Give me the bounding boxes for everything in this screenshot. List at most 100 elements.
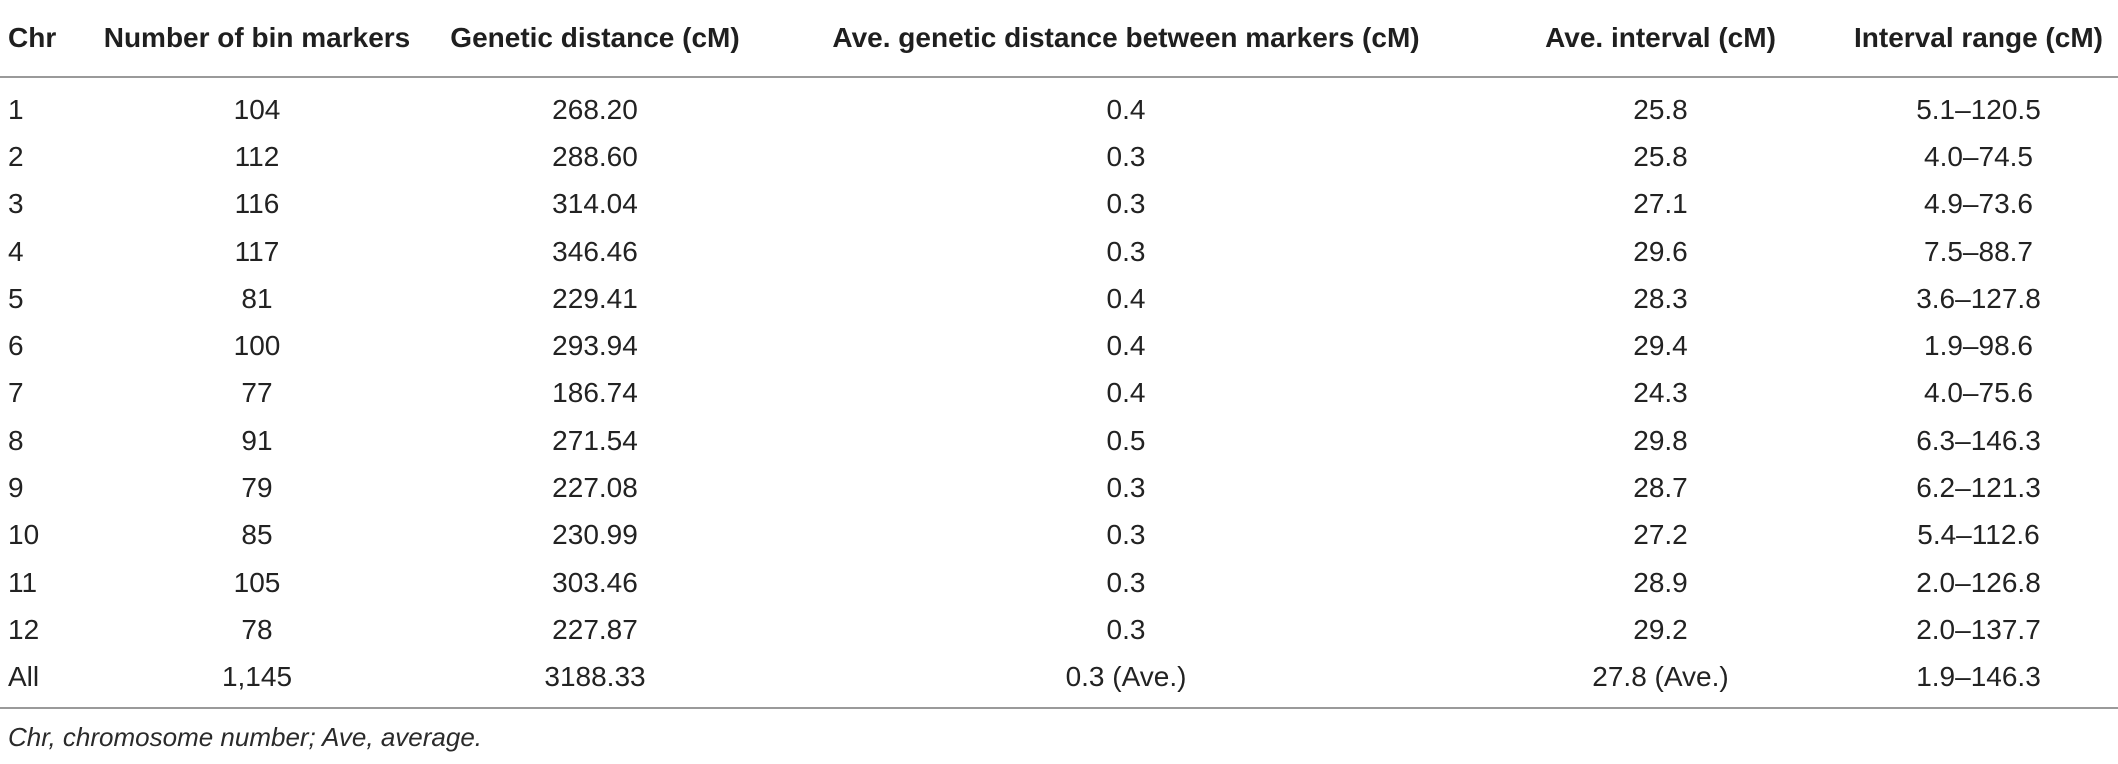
table-row: 10 85 230.99 0.3 27.2 5.4–112.6 [0, 512, 2118, 559]
cell-bin-markers: 78 [241, 613, 273, 645]
table-row: 9 79 227.08 0.3 28.7 6.2–121.3 [0, 464, 2118, 511]
cell-ave-interval: 25.8 [1633, 93, 1688, 125]
header-genetic-distance: Genetic distance (cM) [420, 0, 770, 78]
cell-interval-range: 4.0–75.6 [1924, 377, 2033, 409]
cell-ave-interval: 28.7 [1633, 472, 1688, 504]
cell-chr: All [0, 653, 94, 709]
cell-ave-distance-between-markers: 0.4 [1106, 282, 1146, 314]
table-row: 1 104 268.20 0.4 25.8 5.1–120.5 [0, 77, 2118, 133]
cell-chr: 4 [8, 235, 24, 267]
cell-bin-markers: 1,145 [94, 653, 420, 709]
cell-ave-interval: 29.6 [1633, 235, 1688, 267]
cell-interval-range: 6.3–146.3 [1916, 424, 2041, 456]
cell-genetic-distance: 227.87 [552, 613, 638, 645]
cell-genetic-distance: 230.99 [552, 519, 638, 551]
cell-ave-distance-between-markers: 0.3 [1106, 566, 1146, 598]
cell-genetic-distance: 3188.33 [420, 653, 770, 709]
cell-genetic-distance: 227.08 [552, 472, 638, 504]
cell-chr: 3 [8, 188, 24, 220]
cell-interval-range: 5.1–120.5 [1916, 93, 2041, 125]
cell-genetic-distance: 271.54 [552, 424, 638, 456]
cell-ave-interval: 28.9 [1633, 566, 1688, 598]
cell-ave-distance-between-markers: 0.3 [1106, 519, 1146, 551]
cell-bin-markers: 81 [241, 282, 273, 314]
cell-bin-markers: 112 [234, 140, 280, 172]
table-row: 8 91 271.54 0.5 29.8 6.3–146.3 [0, 417, 2118, 464]
cell-chr: 2 [8, 140, 24, 172]
table-row: 12 78 227.87 0.3 29.2 2.0–137.7 [0, 606, 2118, 653]
cell-interval-range: 7.5–88.7 [1924, 235, 2033, 267]
cell-chr: 10 [8, 519, 40, 551]
cell-ave-distance-between-markers: 0.3 (Ave.) [770, 653, 1482, 709]
table-row: 11 105 303.46 0.3 28.9 2.0–126.8 [0, 559, 2118, 606]
table-row: All 1,145 3188.33 0.3 (Ave.) 27.8 (Ave.) 1.9–… [0, 653, 2118, 709]
cell-ave-interval: 28.3 [1633, 282, 1688, 314]
cell-ave-distance-between-markers: 0.5 [1106, 424, 1146, 456]
cell-ave-interval: 27.1 [1633, 188, 1688, 220]
cell-bin-markers: 91 [241, 424, 273, 456]
cell-chr: 9 [8, 472, 24, 504]
header-ave-genetic-distance-between-markers: Ave. genetic distance between markers (c… [770, 0, 1482, 78]
cell-bin-markers: 77 [241, 377, 273, 409]
header-ave-interval: Ave. interval (cM) [1482, 0, 1839, 78]
cell-ave-distance-between-markers: 0.3 [1106, 472, 1146, 504]
cell-genetic-distance: 268.20 [552, 93, 638, 125]
cell-bin-markers: 117 [234, 235, 280, 267]
header-interval-range: Interval range (cM) [1839, 0, 2118, 78]
cell-chr: 8 [8, 424, 24, 456]
cell-genetic-distance: 293.94 [552, 330, 638, 362]
table-row: 3 116 314.04 0.3 27.1 4.9–73.6 [0, 181, 2118, 228]
cell-chr: 7 [8, 377, 24, 409]
cell-interval-range: 4.0–74.5 [1924, 140, 2033, 172]
cell-genetic-distance: 229.41 [552, 282, 638, 314]
cell-genetic-distance: 303.46 [552, 566, 638, 598]
cell-interval-range: 1.9–98.6 [1924, 330, 2033, 362]
cell-interval-range: 2.0–137.7 [1916, 613, 2041, 645]
cell-ave-interval: 25.8 [1633, 140, 1688, 172]
cell-genetic-distance: 346.46 [552, 235, 638, 267]
cell-chr: 12 [8, 613, 40, 645]
cell-ave-distance-between-markers: 0.3 [1106, 613, 1146, 645]
header-number-of-bin-markers: Number of bin markers [94, 0, 420, 78]
cell-ave-interval: 27.8 (Ave.) [1482, 653, 1839, 709]
cell-ave-interval: 29.2 [1633, 613, 1688, 645]
header-chr: Chr [0, 0, 94, 78]
cell-interval-range: 5.4–112.6 [1917, 519, 2040, 551]
cell-bin-markers: 85 [241, 519, 273, 551]
genetic-map-table: Chr Number of bin markers Genetic distan… [0, 0, 2118, 709]
cell-ave-distance-between-markers: 0.4 [1106, 330, 1146, 362]
cell-bin-markers: 104 [233, 93, 281, 125]
table-footnote: Chr, chromosome number; Ave, average. [8, 722, 483, 752]
table-body: 1 104 268.20 0.4 25.8 5.1–120.5 2 112 288.60 0.3 2… [0, 77, 2118, 709]
cell-interval-range: 6.2–121.3 [1916, 472, 2041, 504]
cell-genetic-distance: 186.74 [552, 377, 638, 409]
cell-interval-range: 2.0–126.8 [1916, 566, 2041, 598]
table-header: Chr Number of bin markers Genetic distan… [0, 0, 2118, 78]
cell-bin-markers: 105 [233, 566, 281, 598]
cell-bin-markers: 79 [241, 472, 273, 504]
cell-chr: 5 [8, 282, 24, 314]
table-row: 7 77 186.74 0.4 24.3 4.0–75.6 [0, 370, 2118, 417]
cell-ave-interval: 29.4 [1633, 330, 1688, 362]
table-row: 4 117 346.46 0.3 29.6 7.5–88.7 [0, 228, 2118, 275]
cell-ave-distance-between-markers: 0.4 [1106, 377, 1146, 409]
header-row: Chr Number of bin markers Genetic distan… [0, 0, 2118, 78]
cell-genetic-distance: 288.60 [552, 140, 638, 172]
cell-ave-distance-between-markers: 0.3 [1106, 188, 1146, 220]
cell-ave-interval: 27.2 [1633, 519, 1688, 551]
cell-chr: 11 [8, 566, 38, 598]
cell-interval-range: 3.6–127.8 [1916, 282, 2041, 314]
table-row: 6 100 293.94 0.4 29.4 1.9–98.6 [0, 322, 2118, 369]
cell-genetic-distance: 314.04 [552, 188, 638, 220]
table-row: 2 112 288.60 0.3 25.8 4.0–74.5 [0, 133, 2118, 180]
cell-bin-markers: 100 [233, 330, 281, 362]
table-row: 5 81 229.41 0.4 28.3 3.6–127.8 [0, 275, 2118, 322]
cell-bin-markers: 116 [234, 188, 280, 220]
cell-ave-distance-between-markers: 0.3 [1106, 235, 1146, 267]
cell-ave-interval: 24.3 [1633, 377, 1688, 409]
cell-ave-distance-between-markers: 0.3 [1106, 140, 1146, 172]
cell-chr: 1 [8, 93, 24, 125]
cell-chr: 6 [8, 330, 24, 362]
cell-ave-interval: 29.8 [1633, 424, 1688, 456]
cell-interval-range: 4.9–73.6 [1924, 188, 2033, 220]
